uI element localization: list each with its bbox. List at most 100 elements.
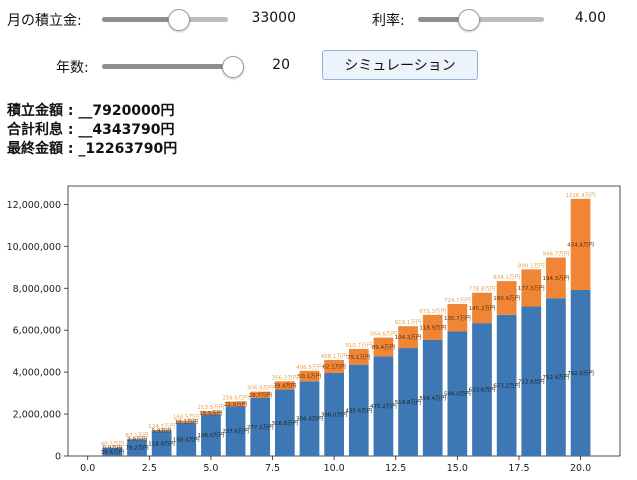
total-data-label: 834.1万円 — [493, 274, 520, 281]
interest-data-label: 130.7万円 — [444, 315, 471, 322]
total-data-label: 1226.4万円 — [565, 192, 596, 199]
simulate-button[interactable]: シミュレーション — [322, 50, 478, 80]
interest-bar — [546, 257, 566, 299]
interest-data-label: 5.9万円 — [152, 427, 172, 434]
deposit-bar — [201, 414, 221, 456]
interest-data-label: 22.0万円 — [224, 401, 248, 408]
deposit-bar — [225, 406, 246, 456]
interest-rate-value: 4.00 — [574, 10, 606, 26]
deposit-bar — [324, 372, 344, 456]
interest-data-label: 177.3万円 — [518, 285, 545, 292]
deposit-data-label: 316.8万円 — [271, 420, 298, 427]
deposit-bar — [176, 422, 197, 456]
deposit-bar — [373, 356, 394, 456]
total-data-label: 213.5万円 — [198, 404, 225, 411]
interest-data-label: 194.3万円 — [543, 275, 570, 282]
interest-data-label: 75.1万円 — [347, 354, 371, 361]
total-data-label: 946.7万円 — [543, 250, 570, 257]
final-amount-text: 最終金額 : _12263790円 — [7, 141, 178, 157]
slider-fill — [102, 64, 232, 69]
deposit-data-label: 277.2万円 — [247, 424, 274, 431]
total-data-label: 564.6万円 — [370, 331, 397, 338]
x-tick-label: 17.5 — [508, 463, 529, 474]
deposit-data-label: 158.4万円 — [173, 436, 200, 443]
monthly-deposit-label: 月の積立金: — [7, 13, 82, 29]
total-data-label: 124.7万円 — [148, 423, 175, 430]
interest-data-label: 145.2万円 — [469, 305, 496, 312]
total-data-label: 458.1万円 — [321, 353, 348, 360]
total-data-label: 673.3万円 — [419, 308, 446, 315]
deposit-bar — [422, 339, 443, 456]
monthly-deposit-slider[interactable] — [102, 8, 228, 32]
deposit-data-label: 673.2万円 — [493, 382, 520, 389]
y-tick-label: 2,000,000 — [13, 410, 61, 421]
total-data-label: 510.7万円 — [345, 342, 372, 349]
deposit-bar — [570, 289, 591, 456]
deposit-bar — [348, 364, 369, 456]
y-tick-label: 6,000,000 — [13, 326, 61, 337]
y-tick-label: 12,000,000 — [7, 200, 61, 211]
total-data-label: 168.5万円 — [173, 414, 200, 421]
slider-thumb[interactable] — [458, 9, 481, 31]
total-data-label: 40.5万円 — [101, 441, 125, 448]
interest-bar — [151, 429, 172, 432]
interest-bar — [447, 304, 468, 332]
interest-data-label: 89.4万円 — [372, 344, 396, 351]
interest-bar — [496, 281, 517, 315]
interest-rate-label: 利率: — [372, 13, 405, 29]
interest-bar — [299, 370, 320, 382]
x-tick-label: 7.5 — [265, 463, 280, 474]
deposit-bar — [546, 298, 566, 456]
slider-track — [418, 17, 544, 22]
slider-thumb[interactable] — [222, 56, 244, 78]
interest-bar — [275, 381, 295, 390]
interest-bar — [324, 359, 344, 373]
years-slider[interactable] — [102, 55, 244, 79]
interest-data-label: 15.5万円 — [199, 410, 223, 417]
slider-thumb[interactable] — [167, 9, 190, 31]
y-tick-label: 10,000,000 — [7, 242, 61, 253]
total-data-label: 306.9万円 — [247, 385, 274, 392]
years-label: 年数: — [56, 60, 89, 76]
interest-bar — [176, 420, 197, 423]
interest-bar — [521, 269, 542, 307]
interest-bar — [570, 198, 591, 290]
interest-data-label: 29.7万円 — [249, 392, 273, 399]
x-tick-label: 0.0 — [80, 463, 95, 474]
deposit-data-label: 396.0万円 — [321, 411, 348, 418]
x-tick-label: 15.0 — [447, 463, 468, 474]
deposit-data-label: 237.6万円 — [222, 428, 249, 435]
deposit-bar — [151, 431, 172, 456]
deposit-data-label: 356.4万円 — [296, 416, 323, 423]
interest-bar — [250, 391, 271, 398]
interest-data-label: 62.1万円 — [323, 363, 347, 370]
interest-data-label: 434.4万円 — [567, 241, 594, 248]
interest-bar — [201, 411, 221, 415]
deposit-bar — [447, 331, 468, 456]
slider-fill — [102, 17, 178, 22]
y-tick-label: 0 — [55, 452, 61, 463]
total-deposit-text: 積立金額 : __7920000円 — [7, 103, 175, 119]
deposit-data-label: 198.0万円 — [198, 432, 225, 439]
interest-bar — [398, 326, 418, 349]
x-tick-label: 12.5 — [385, 463, 406, 474]
deposit-data-label: 752.4万円 — [543, 374, 570, 381]
deposit-bar — [127, 439, 147, 456]
deposit-bar — [102, 447, 123, 456]
total-data-label: 82.1万円 — [125, 432, 149, 439]
total-interest-text: 合計利息 : __4343790円 — [7, 122, 175, 138]
total-data-label: 778.8万円 — [469, 286, 496, 293]
interest-bar — [422, 314, 443, 340]
interest-data-label: 39.4万円 — [273, 382, 297, 389]
interest-data-label: 0.9万円 — [102, 445, 122, 452]
x-tick-label: 2.5 — [142, 463, 157, 474]
interest-data-label: 118.9万円 — [419, 324, 446, 331]
deposit-data-label: 435.6万円 — [345, 407, 372, 414]
total-data-label: 406.5万円 — [296, 364, 323, 371]
deposit-data-label: 79.2万円 — [125, 445, 149, 452]
interest-bar — [373, 337, 394, 357]
interest-rate-slider[interactable] — [418, 8, 544, 32]
deposit-data-label: 712.8万円 — [518, 378, 545, 385]
deposit-bar — [521, 306, 542, 456]
slider-fill — [418, 17, 469, 22]
